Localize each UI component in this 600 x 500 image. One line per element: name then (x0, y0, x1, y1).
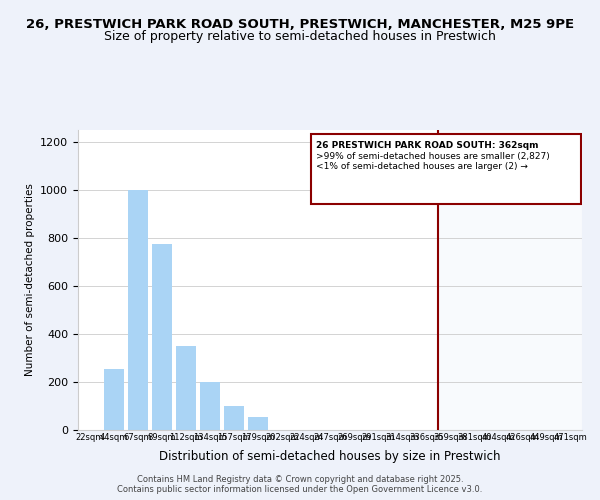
Text: Contains public sector information licensed under the Open Government Licence v3: Contains public sector information licen… (118, 485, 482, 494)
Bar (176, 346, 196, 430)
Text: Contains HM Land Registry data © Crown copyright and database right 2025.: Contains HM Land Registry data © Crown c… (137, 475, 463, 484)
FancyBboxPatch shape (311, 134, 581, 204)
Bar (224, 406, 244, 430)
Text: Size of property relative to semi-detached houses in Prestwich: Size of property relative to semi-detach… (104, 30, 496, 43)
Bar (104, 369, 124, 430)
Bar (128, 190, 148, 430)
X-axis label: Distribution of semi-detached houses by size in Prestwich: Distribution of semi-detached houses by … (159, 450, 501, 463)
Text: <1% of semi-detached houses are larger (2) →: <1% of semi-detached houses are larger (… (316, 162, 527, 172)
Bar (248, 417, 268, 430)
Bar (152, 244, 172, 430)
Bar (200, 382, 220, 430)
Text: 26, PRESTWICH PARK ROAD SOUTH, PRESTWICH, MANCHESTER, M25 9PE: 26, PRESTWICH PARK ROAD SOUTH, PRESTWICH… (26, 18, 574, 30)
Text: >99% of semi-detached houses are smaller (2,827): >99% of semi-detached houses are smaller… (316, 152, 550, 160)
Y-axis label: Number of semi-detached properties: Number of semi-detached properties (25, 184, 35, 376)
Text: 26 PRESTWICH PARK ROAD SOUTH: 362sqm: 26 PRESTWICH PARK ROAD SOUTH: 362sqm (316, 141, 538, 150)
Bar (438, 130, 582, 430)
